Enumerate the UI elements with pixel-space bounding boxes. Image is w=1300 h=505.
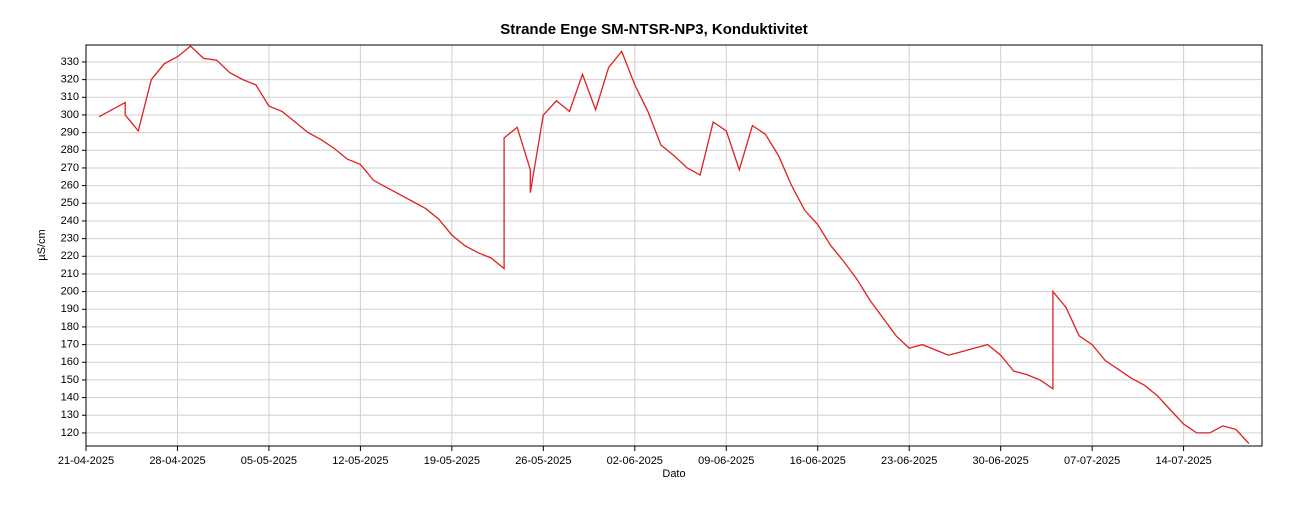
y-tick-label: 180 xyxy=(61,321,79,333)
y-tick-label: 250 xyxy=(61,197,79,209)
y-tick-label: 220 xyxy=(61,250,79,262)
y-tick-label: 290 xyxy=(61,127,79,139)
chart-title: Strande Enge SM-NTSR-NP3, Konduktivitet xyxy=(500,21,808,38)
y-tick-label: 190 xyxy=(61,303,79,315)
y-tick-label: 260 xyxy=(61,180,79,192)
y-tick-label: 210 xyxy=(61,268,79,280)
x-tick-label: 21-04-2025 xyxy=(58,455,114,467)
x-tick-label: 26-05-2025 xyxy=(515,455,571,467)
y-axis-label: µS/cm xyxy=(36,229,48,260)
x-tick-label: 12-05-2025 xyxy=(332,455,388,467)
x-tick-label: 14-07-2025 xyxy=(1155,455,1211,467)
x-tick-label: 30-06-2025 xyxy=(973,455,1029,467)
y-tick-label: 310 xyxy=(61,91,79,103)
y-tick-label: 280 xyxy=(61,144,79,156)
x-tick-label: 28-04-2025 xyxy=(149,455,205,467)
y-tick-label: 160 xyxy=(61,356,79,368)
x-tick-label: 09-06-2025 xyxy=(698,455,754,467)
x-tick-label: 05-05-2025 xyxy=(241,455,297,467)
y-tick-label: 120 xyxy=(61,427,79,439)
x-tick-label: 16-06-2025 xyxy=(790,455,846,467)
y-tick-label: 150 xyxy=(61,374,79,386)
plot-frame xyxy=(85,44,1263,447)
y-tick-label: 270 xyxy=(61,162,79,174)
x-axis-label: Dato xyxy=(662,468,685,480)
data-line xyxy=(98,45,1250,444)
x-tick-label: 07-07-2025 xyxy=(1064,455,1120,467)
y-tick-label: 300 xyxy=(61,109,79,121)
x-tick-label: 19-05-2025 xyxy=(424,455,480,467)
y-tick-label: 240 xyxy=(61,215,79,227)
y-tick-label: 130 xyxy=(61,409,79,421)
y-tick-label: 320 xyxy=(61,74,79,86)
x-tick-label: 02-06-2025 xyxy=(607,455,663,467)
y-tick-label: 140 xyxy=(61,392,79,404)
y-tick-label: 230 xyxy=(61,233,79,245)
y-tick-label: 330 xyxy=(61,56,79,68)
x-tick-label: 23-06-2025 xyxy=(881,455,937,467)
y-tick-label: 170 xyxy=(61,339,79,351)
y-tick-label: 200 xyxy=(61,286,79,298)
